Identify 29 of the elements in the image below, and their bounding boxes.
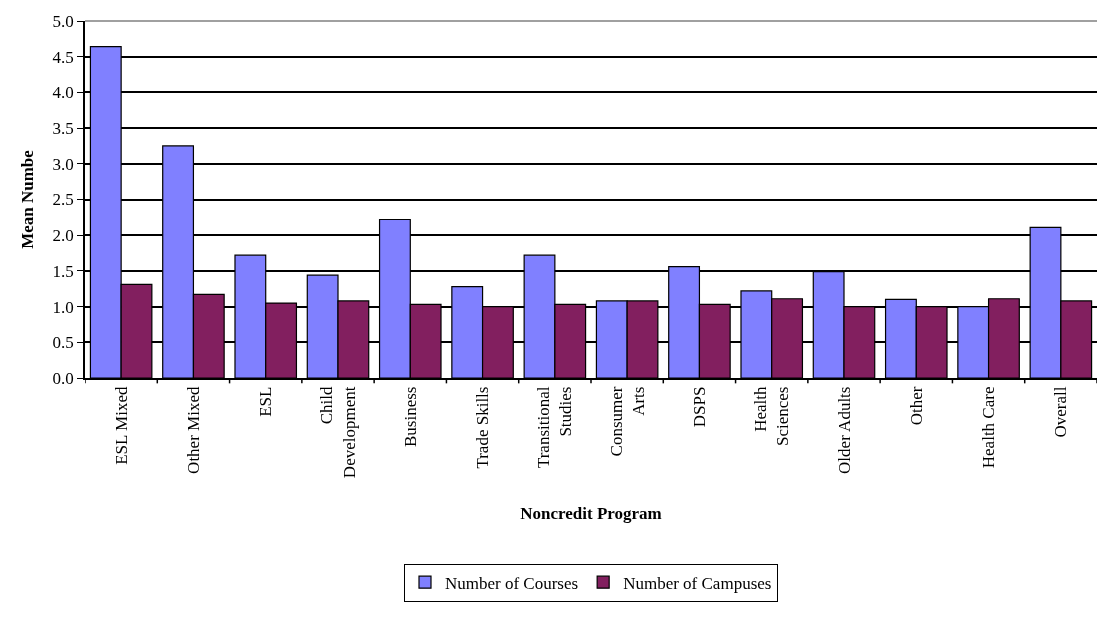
x-tick-label: ESL [256,386,276,417]
y-tick-label: 2.5 [52,190,74,210]
legend-label: Number of Courses [445,573,579,593]
x-tick-label: DSPS [689,386,709,428]
y-tick-label: 3.0 [52,154,74,174]
y-tick-label: 4.0 [52,83,74,103]
x-tick-label: Business [400,386,420,448]
x-tick-label: Older Adults [834,386,854,474]
x-tick-label: Other [906,386,926,426]
x-tick-label: Consumer Arts [606,386,648,457]
x-tick-label: Health Care [979,386,999,469]
legend-label: Number of Campuses [623,573,772,593]
x-tick-label: Transitional Studies [534,386,576,469]
x-tick-label: Overall [1051,386,1071,438]
y-tick-label: 2.0 [52,226,74,246]
x-tick-label: Child Development [317,386,359,479]
y-tick-label: 0.0 [52,368,74,388]
x-tick-label: Other Mixed [183,386,203,474]
y-axis-title: Mean Numbe [17,149,37,249]
y-tick-label: 4.5 [52,47,74,67]
y-tick-label: 1.5 [52,261,74,281]
y-tick-label: 0.5 [52,333,74,353]
x-tick-label: Health Sciences [751,386,793,447]
x-tick-label: Trade Skills [473,386,493,469]
y-tick-label: 5.0 [52,11,74,31]
x-tick-label: ESL Mixed [111,386,131,465]
x-axis-title: Noncredit Program [520,504,662,524]
y-tick-label: 3.5 [52,119,74,139]
y-tick-label: 1.0 [52,297,74,317]
